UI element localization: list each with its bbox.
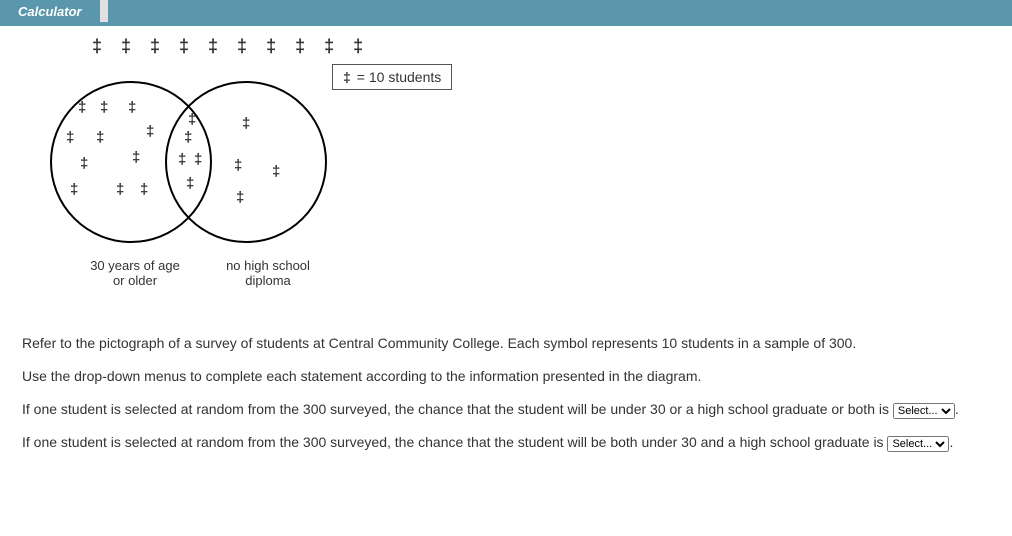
mark-only-a: ‡ [146, 123, 154, 140]
mark-only-a: ‡ [132, 149, 140, 166]
intro-paragraph-2: Use the drop-down menus to complete each… [22, 367, 990, 386]
mark-only-b: ‡ [234, 157, 242, 174]
pictograph-figure: ‡ ‡ ‡ ‡ ‡ ‡ ‡ ‡ ‡ ‡ ‡ = 10 students 30 y… [22, 36, 990, 326]
circle-b-label: no high schooldiploma [208, 259, 328, 289]
legend-symbol: ‡ [343, 69, 351, 85]
q1-text-post: . [955, 401, 959, 417]
mark-only-a: ‡ [128, 99, 136, 116]
mark-only-b: ‡ [272, 163, 280, 180]
mark-intersection: ‡ [194, 151, 202, 168]
content-area: ‡ ‡ ‡ ‡ ‡ ‡ ‡ ‡ ‡ ‡ ‡ = 10 students 30 y… [0, 26, 1012, 496]
mark-intersection: ‡ [178, 151, 186, 168]
q2-text-post: . [949, 434, 953, 450]
legend-box: ‡ = 10 students [332, 64, 452, 90]
intro-paragraph-1: Refer to the pictograph of a survey of s… [22, 334, 990, 353]
tab-bar-rest [108, 0, 1012, 22]
question-1: If one student is selected at random fro… [22, 400, 990, 419]
mark-only-a: ‡ [96, 129, 104, 146]
mark-only-a: ‡ [78, 99, 86, 116]
mark-intersection: ‡ [188, 111, 196, 128]
mark-only-b: ‡ [242, 115, 250, 132]
tab-bar: Calculator [0, 0, 1012, 26]
legend-text: = 10 students [357, 69, 441, 85]
q1-select[interactable]: Select... [893, 403, 955, 419]
mark-only-a: ‡ [66, 129, 74, 146]
mark-only-a: ‡ [100, 99, 108, 116]
q2-text-pre: If one student is selected at random fro… [22, 434, 887, 450]
mark-only-b: ‡ [236, 189, 244, 206]
mark-intersection: ‡ [186, 175, 194, 192]
mark-intersection: ‡ [184, 129, 192, 146]
q1-text-pre: If one student is selected at random fro… [22, 401, 893, 417]
outside-marks-row: ‡ ‡ ‡ ‡ ‡ ‡ ‡ ‡ ‡ ‡ [92, 36, 370, 57]
mark-only-a: ‡ [80, 155, 88, 172]
venn-diagram: 30 years of ageor older no high schooldi… [40, 71, 330, 281]
mark-only-a: ‡ [116, 181, 124, 198]
mark-only-a: ‡ [70, 181, 78, 198]
q2-select[interactable]: Select... [887, 436, 949, 452]
calculator-tab[interactable]: Calculator [0, 0, 104, 22]
mark-only-a: ‡ [140, 181, 148, 198]
circle-a-label: 30 years of ageor older [75, 259, 195, 289]
question-2: If one student is selected at random fro… [22, 433, 990, 452]
circle-b [165, 81, 327, 243]
